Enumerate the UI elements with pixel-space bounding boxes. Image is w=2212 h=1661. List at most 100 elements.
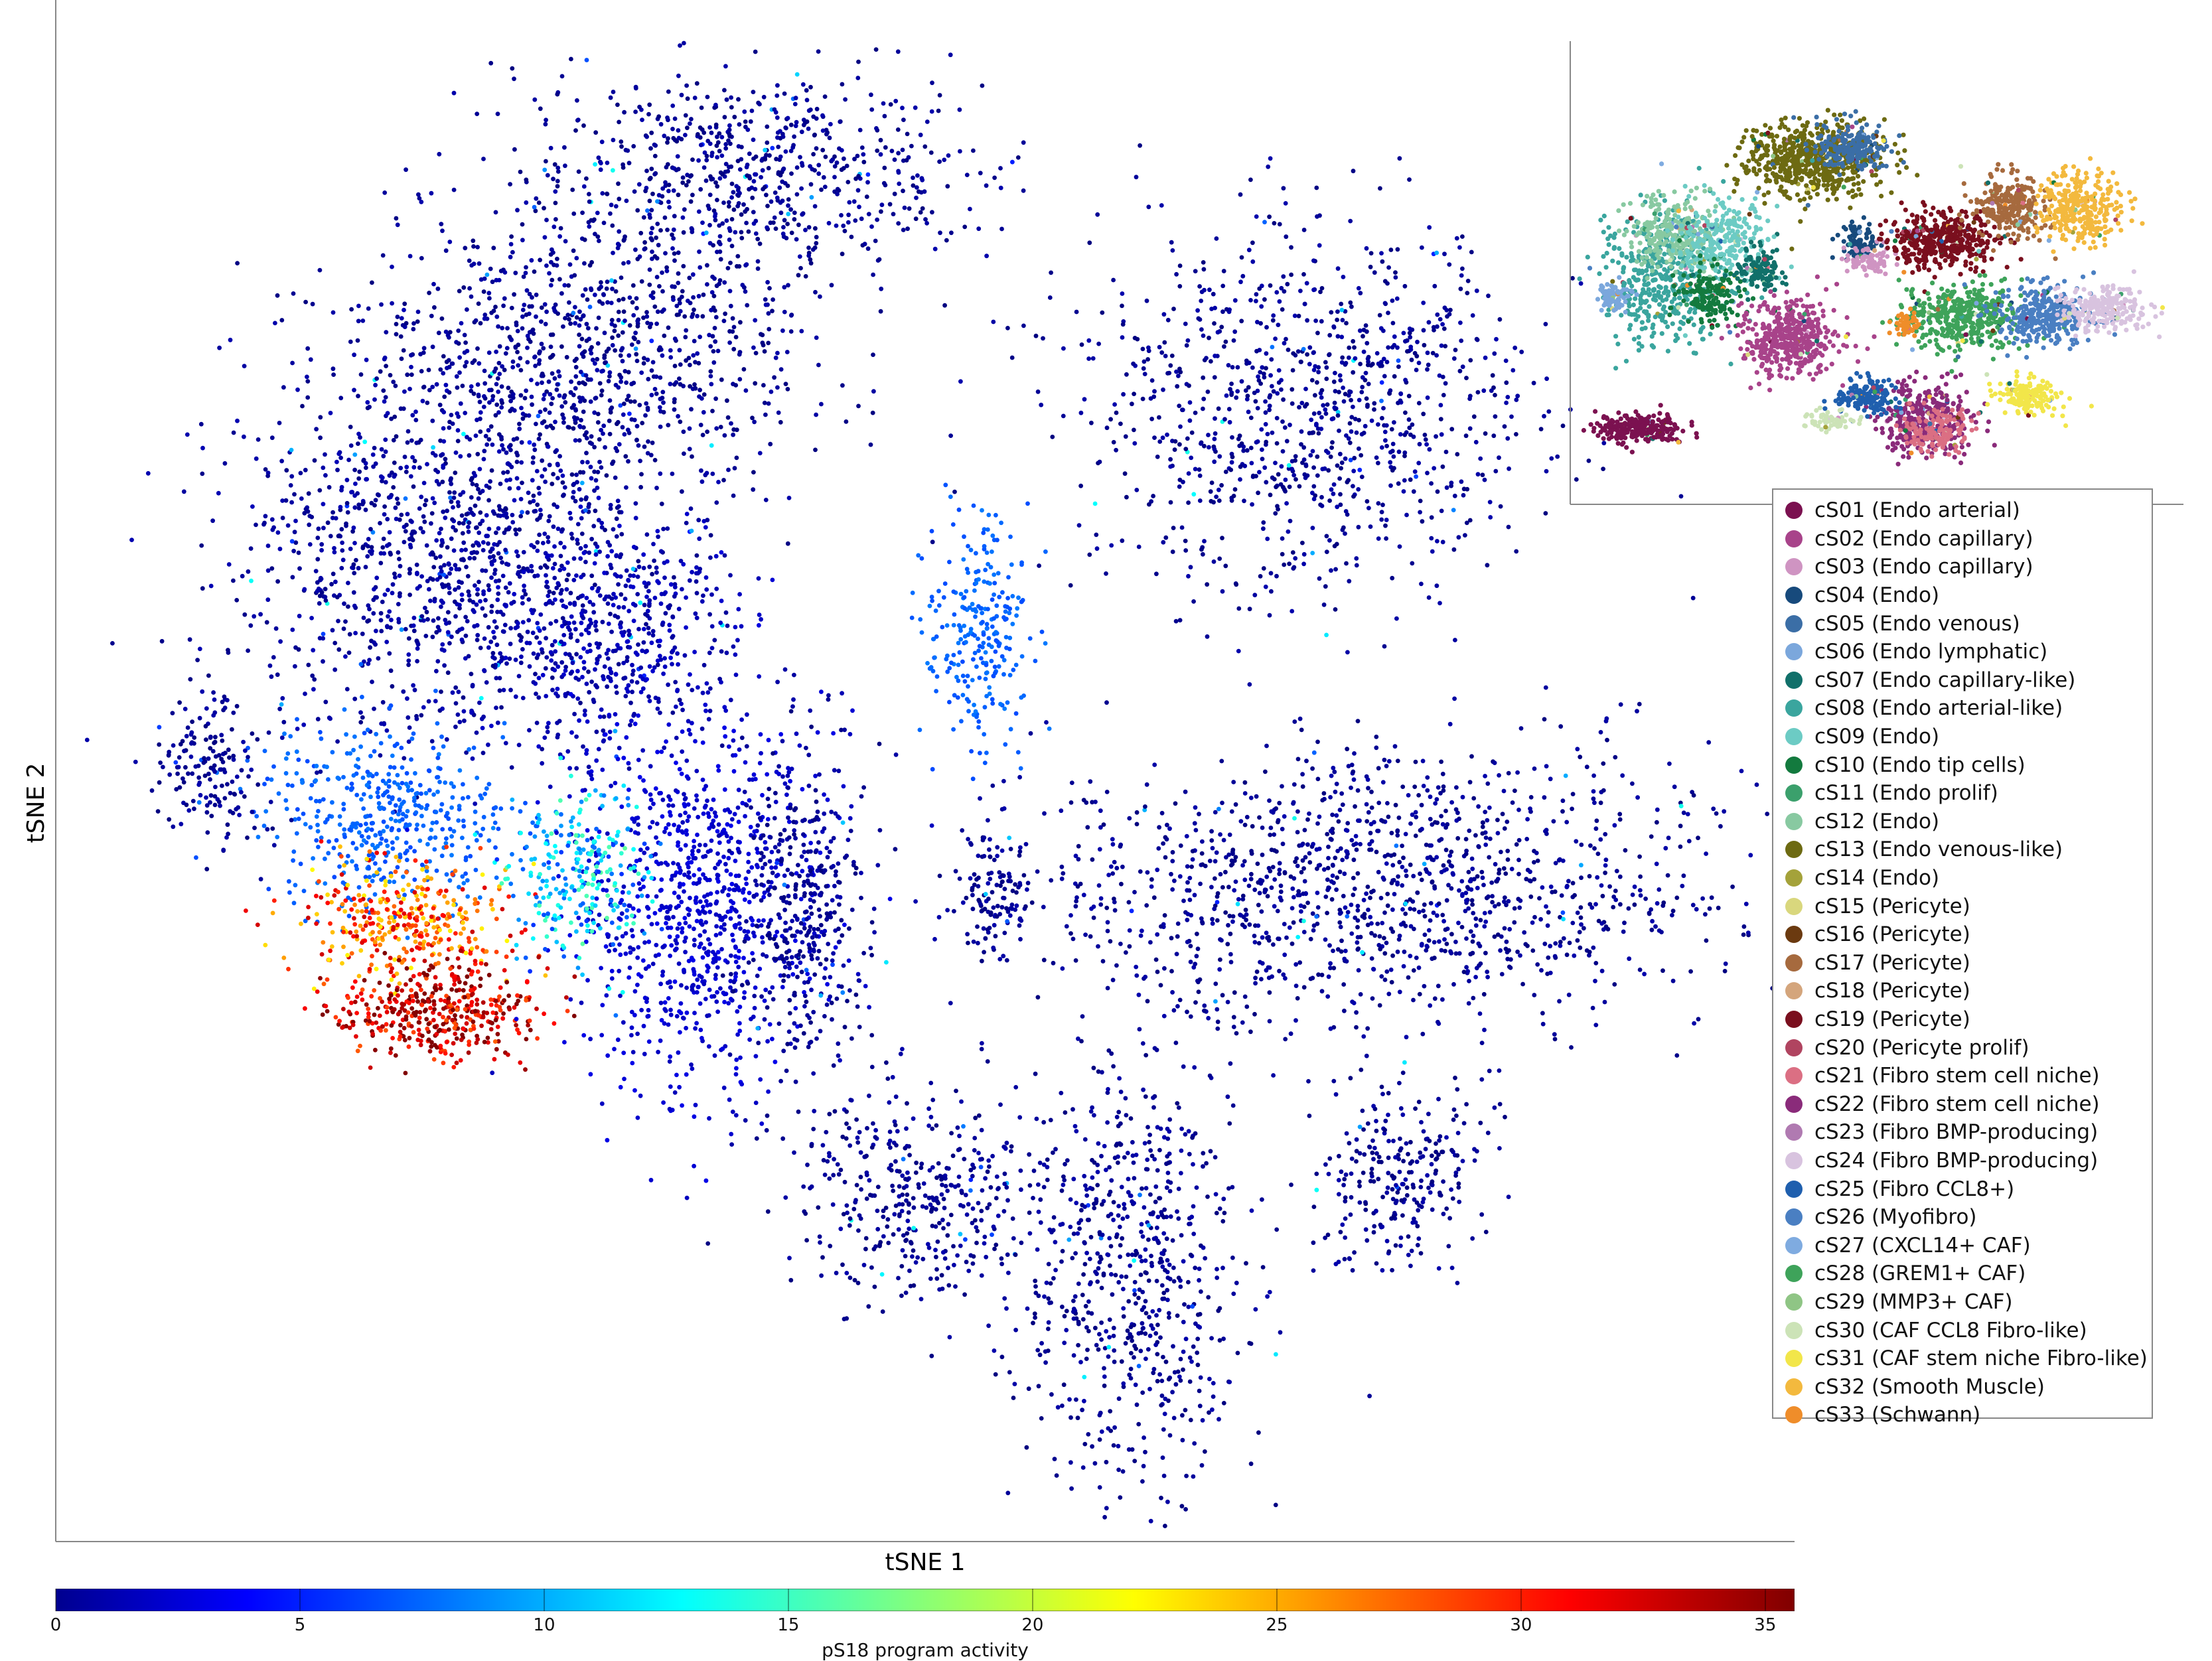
scatter-point [510,306,514,311]
scatter-point [467,286,472,291]
scatter-point [648,792,653,797]
scatter-point [823,94,828,99]
scatter-point [640,279,644,284]
scatter-point [378,981,382,985]
scatter-point [234,598,239,603]
scatter-point [698,334,702,339]
scatter-point [553,661,558,666]
scatter-point [338,456,343,461]
scatter-point [729,697,733,702]
scatter-point [421,530,425,534]
scatter-point [362,978,367,983]
scatter-point [188,637,192,642]
scatter-point [521,696,526,701]
scatter-point [609,278,614,283]
scatter-point [352,903,357,907]
scatter-point [410,413,415,417]
scatter-point [792,217,797,222]
scatter-point [577,438,582,443]
scatter-point [321,659,325,664]
scatter-point [688,924,692,929]
scatter-point [785,350,790,354]
scatter-point [620,911,625,916]
scatter-point [800,212,804,217]
scatter-point [508,409,512,413]
scatter-point [565,560,570,565]
scatter-point [226,648,230,652]
scatter-point [321,502,326,506]
scatter-point [617,298,621,303]
scatter-point [645,614,650,618]
scatter-point [731,729,736,733]
scatter-point [406,922,411,927]
scatter-point [378,841,383,846]
scatter-point [286,967,291,972]
scatter-point [508,656,512,661]
scatter-point [589,465,593,469]
scatter-point [765,226,769,230]
scatter-point [766,341,771,346]
scatter-point [666,423,670,427]
scatter-point [978,171,983,175]
scatter-point [400,817,405,822]
scatter-point [548,463,552,467]
scatter-point [557,234,562,239]
scatter-point [632,336,637,341]
scatter-point [303,1006,307,1011]
scatter-point [552,224,556,229]
scatter-point [475,417,479,422]
scatter-point [396,923,400,928]
scatter-point [368,1019,372,1023]
scatter-point [725,650,729,655]
scatter-point [422,520,427,524]
scatter-point [502,721,507,725]
scatter-point [544,122,548,127]
scatter-point [751,487,755,492]
scatter-point [327,958,331,962]
scatter-point [265,474,270,478]
scatter-point [616,333,621,338]
scatter-point [417,506,422,511]
scatter-point [701,812,706,816]
scatter-point [605,684,609,689]
scatter-point [736,839,741,844]
scatter-point [250,504,255,509]
scatter-point [391,846,396,851]
scatter-point [810,195,814,200]
scatter-point [576,522,581,527]
scatter-point [609,549,614,553]
scatter-point [747,798,752,803]
scatter-point [478,510,482,515]
scatter-point [736,97,741,102]
scatter-point [536,955,541,960]
scatter-point [531,455,536,460]
scatter-point [388,963,393,968]
scatter-point [328,717,332,721]
scatter-point [321,526,326,530]
scatter-point [437,531,442,536]
scatter-point [676,250,681,255]
scatter-point [324,1004,329,1009]
scatter-point [269,777,274,782]
scatter-point [642,640,646,645]
scatter-point [504,585,508,590]
scatter-point [585,338,589,343]
scatter-point [739,157,743,162]
scatter-point [716,480,721,484]
scatter-point [346,581,350,585]
scatter-point [682,889,686,894]
scatter-point [656,534,660,539]
scatter-point [924,221,929,226]
scatter-point [432,500,437,505]
scatter-point [581,313,586,318]
scatter-point [471,238,475,243]
scatter-point [786,766,790,770]
scatter-point [630,679,634,684]
scatter-point [445,901,450,905]
scatter-point [406,440,410,445]
scatter-point [534,1007,539,1011]
scatter-point [358,720,363,725]
scatter-point [489,575,494,580]
scatter-point [694,611,698,616]
scatter-point [534,196,538,201]
